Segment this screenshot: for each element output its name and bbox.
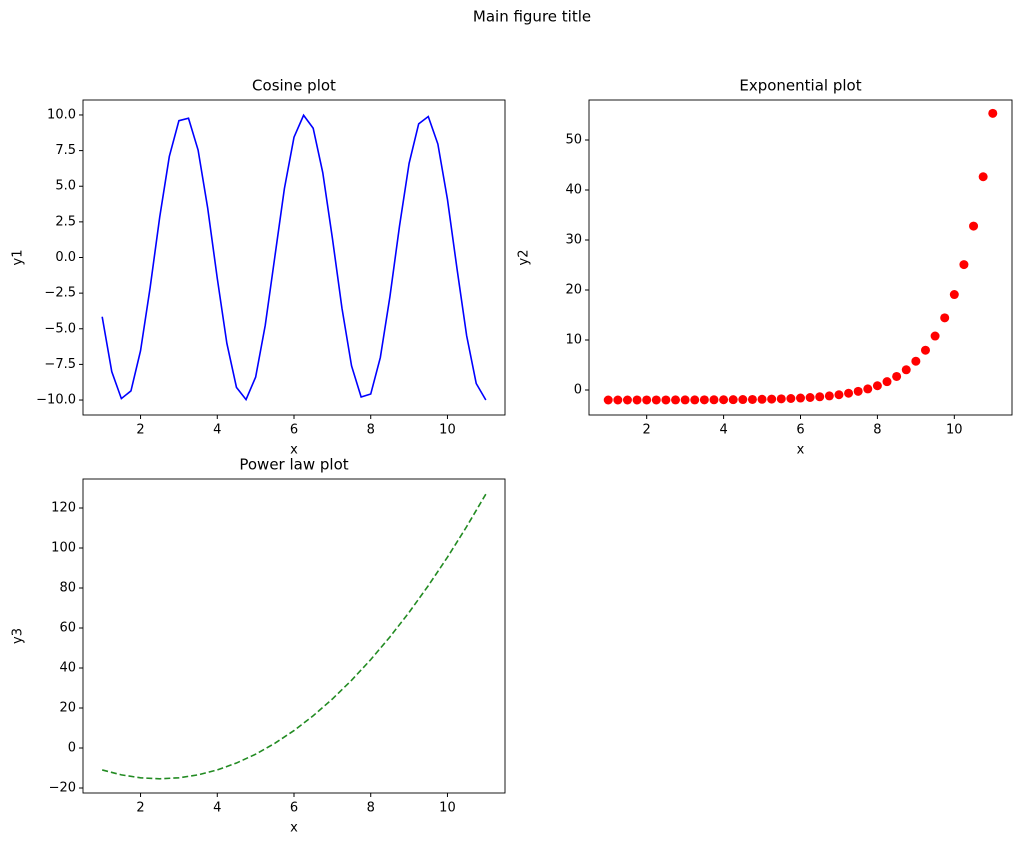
point xyxy=(719,395,729,405)
point xyxy=(603,395,613,405)
y-tick-label: −20 xyxy=(49,781,76,796)
point xyxy=(834,390,844,400)
x-tick-label: 2 xyxy=(136,801,144,816)
point xyxy=(786,394,796,403)
y-tick-label: −10.0 xyxy=(36,393,76,408)
point xyxy=(642,395,652,405)
point xyxy=(690,395,700,405)
y-tick-label: 20 xyxy=(565,283,582,298)
point xyxy=(632,395,642,405)
point xyxy=(613,395,623,405)
y-tick-label: 0.0 xyxy=(55,250,76,265)
x-tick-label: 8 xyxy=(367,423,375,438)
y-tick-label: 100 xyxy=(51,541,76,556)
y-tick-label: 7.5 xyxy=(55,143,76,158)
x-tick-label: 6 xyxy=(796,423,804,438)
y-axis-label: y1 xyxy=(11,250,26,266)
x-tick-label: 6 xyxy=(290,423,298,438)
point xyxy=(911,356,921,366)
y-tick-label: 0 xyxy=(68,741,76,756)
x-axis-label: x xyxy=(797,443,805,458)
point xyxy=(796,393,805,403)
point xyxy=(728,395,738,405)
point xyxy=(969,221,979,231)
point xyxy=(776,394,786,404)
point xyxy=(651,395,661,405)
x-tick-label: 4 xyxy=(213,423,221,438)
y-tick-label: 40 xyxy=(59,661,76,676)
point xyxy=(671,395,681,405)
y-tick-label: 5.0 xyxy=(55,179,76,194)
figure-title: Main figure title xyxy=(473,8,591,26)
x-axis-label: x xyxy=(290,821,298,836)
point xyxy=(738,395,748,405)
point xyxy=(940,313,950,323)
x-tick-label: 8 xyxy=(367,801,375,816)
y-tick-label: 2.5 xyxy=(55,214,76,229)
point xyxy=(978,172,988,182)
line xyxy=(101,493,487,780)
point xyxy=(824,391,834,401)
point xyxy=(949,290,959,300)
x-tick-label: 6 xyxy=(290,801,298,816)
point xyxy=(901,365,911,375)
point xyxy=(815,392,825,402)
y-tick-label: −7.5 xyxy=(44,357,76,372)
point xyxy=(767,394,777,404)
y-axis-label: y3 xyxy=(11,628,26,644)
x-tick-label: 10 xyxy=(439,423,456,438)
y-tick-label: 20 xyxy=(59,701,76,716)
point xyxy=(661,395,671,405)
y-tick-label: 60 xyxy=(59,621,76,636)
point xyxy=(757,394,767,404)
point xyxy=(853,386,863,396)
y-tick-label: 120 xyxy=(51,501,76,516)
point xyxy=(844,388,854,398)
axes-frame xyxy=(588,99,1013,416)
x-axis-label: x xyxy=(290,443,298,458)
y-tick-label: −5.0 xyxy=(44,321,76,336)
point xyxy=(892,371,902,381)
point xyxy=(882,377,892,387)
point xyxy=(872,381,882,391)
y-tick-label: 30 xyxy=(565,233,582,248)
x-tick-label: 2 xyxy=(136,423,144,438)
x-tick-label: 8 xyxy=(873,423,881,438)
point xyxy=(988,108,998,118)
y-tick-label: −2.5 xyxy=(44,286,76,301)
axes-frame xyxy=(82,478,506,794)
axes-frame xyxy=(82,99,506,416)
y-tick-label: 10.0 xyxy=(47,107,76,122)
axes-title: Cosine plot xyxy=(252,77,336,95)
point xyxy=(622,395,632,405)
x-tick-label: 4 xyxy=(213,801,221,816)
point xyxy=(680,395,690,405)
line xyxy=(101,113,487,402)
point xyxy=(959,260,969,270)
y-tick-label: 10 xyxy=(565,333,582,348)
point xyxy=(805,393,815,402)
x-tick-label: 10 xyxy=(439,801,456,816)
point xyxy=(930,331,940,341)
point xyxy=(709,395,719,405)
x-tick-label: 2 xyxy=(643,423,651,438)
y-axis-label: y2 xyxy=(517,250,532,266)
y-tick-label: 80 xyxy=(59,581,76,596)
point xyxy=(863,384,873,394)
y-tick-label: 50 xyxy=(565,133,582,148)
point xyxy=(747,394,757,404)
y-tick-label: 0 xyxy=(574,383,582,398)
axes-title: Power law plot xyxy=(239,456,348,474)
y-tick-label: 40 xyxy=(565,183,582,198)
axes-title: Exponential plot xyxy=(739,77,861,95)
point xyxy=(699,395,709,405)
point xyxy=(920,345,930,355)
x-tick-label: 10 xyxy=(946,423,963,438)
x-tick-label: 4 xyxy=(719,423,727,438)
